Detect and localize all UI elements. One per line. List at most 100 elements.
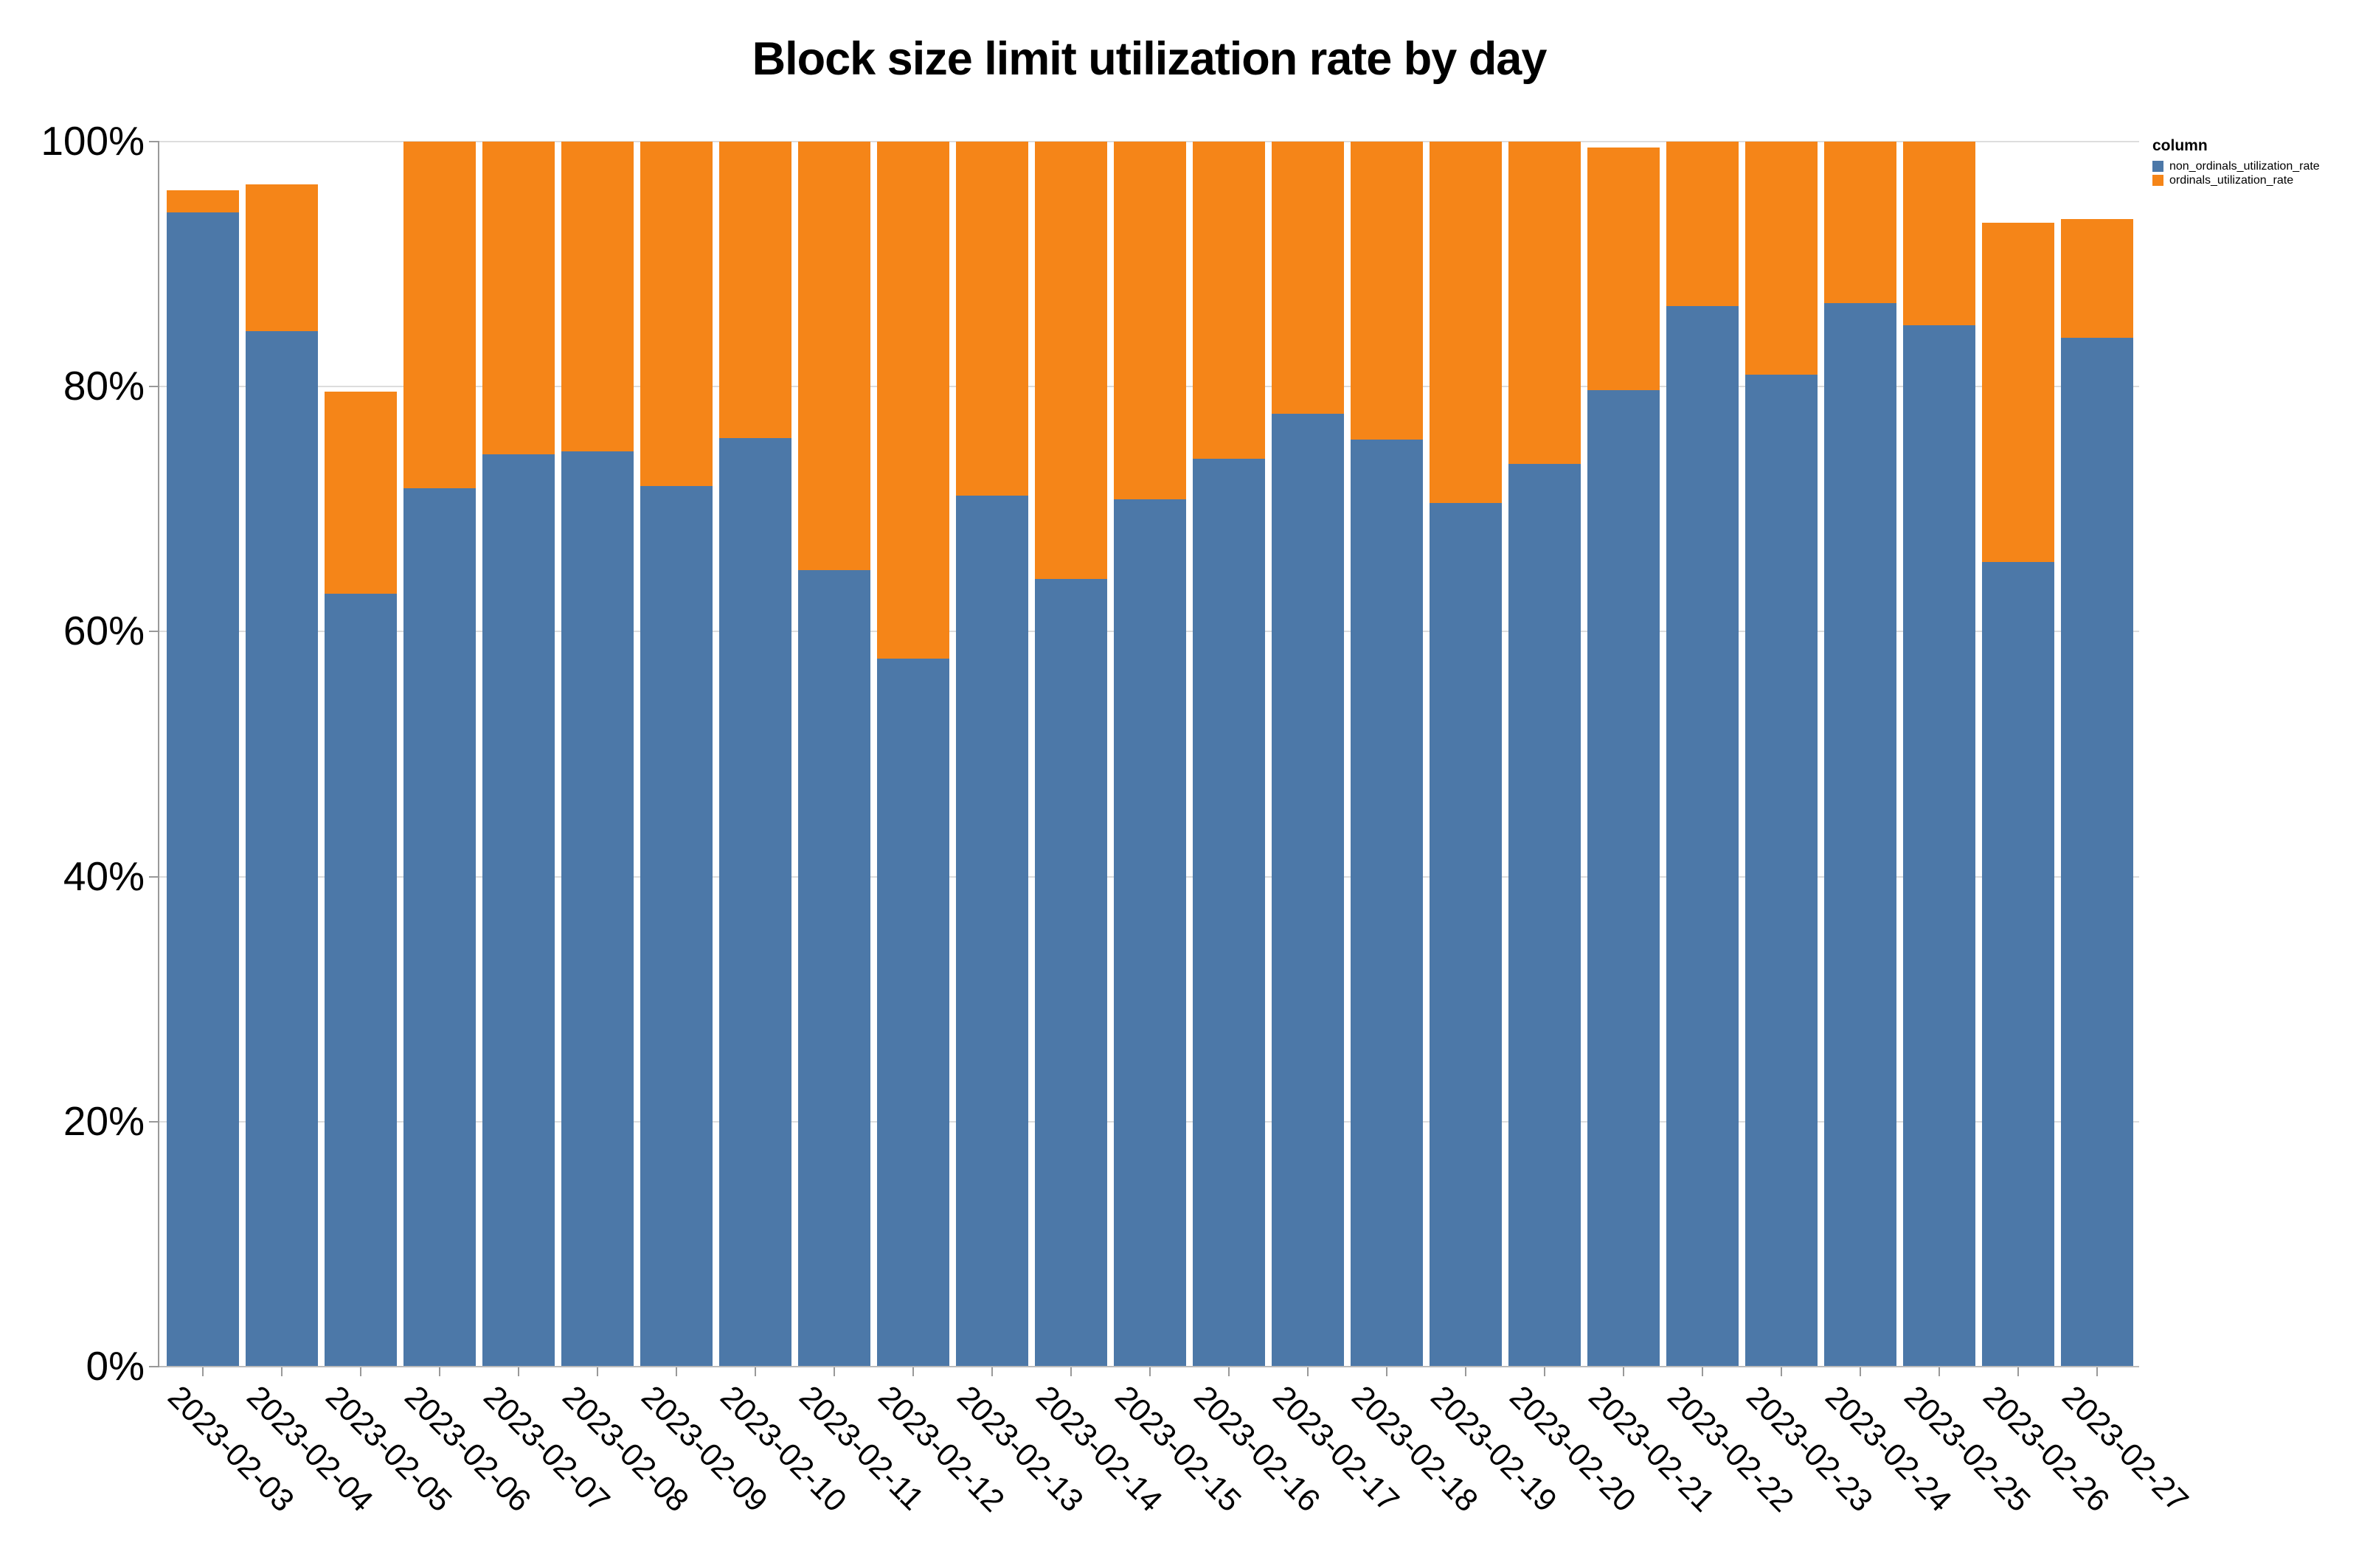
x-axis-tick	[912, 1367, 914, 1376]
x-axis-tick	[1938, 1367, 1940, 1376]
bar-segment-ordinals_utilization_rate	[1114, 142, 1186, 499]
bar-segment-non_ordinals_utilization_rate	[1666, 305, 1739, 1367]
y-axis-tick-label: 100%	[41, 118, 145, 164]
bar-segment-non_ordinals_utilization_rate	[956, 496, 1028, 1367]
legend-entry-label: ordinals_utilization_rate	[2169, 173, 2294, 187]
bar-segment-ordinals_utilization_rate	[403, 142, 476, 489]
bar-segment-non_ordinals_utilization_rate	[1035, 578, 1107, 1367]
x-axis-line	[159, 1366, 2139, 1367]
x-axis-tick	[1860, 1367, 1861, 1376]
y-axis-tick-label: 20%	[63, 1097, 145, 1144]
bar-segment-non_ordinals_utilization_rate	[482, 454, 555, 1367]
bar-segment-non_ordinals_utilization_rate	[1351, 439, 1423, 1367]
x-axis-tick	[755, 1367, 756, 1376]
bar-segment-non_ordinals_utilization_rate	[640, 485, 713, 1367]
x-axis-tick	[1386, 1367, 1387, 1376]
bar-segment-non_ordinals_utilization_rate	[798, 570, 870, 1367]
bar-segment-non_ordinals_utilization_rate	[1193, 459, 1265, 1367]
x-axis-tick	[597, 1367, 598, 1376]
bar-segment-ordinals_utilization_rate	[1745, 142, 1818, 375]
bar-segment-ordinals_utilization_rate	[325, 391, 397, 594]
x-axis-tick	[1623, 1367, 1624, 1376]
y-axis-tick	[149, 875, 159, 878]
legend-entry-label: non_ordinals_utilization_rate	[2169, 159, 2320, 173]
bar-segment-non_ordinals_utilization_rate	[1903, 325, 1975, 1367]
y-axis-tick	[149, 141, 159, 142]
bar-segment-non_ordinals_utilization_rate	[719, 437, 791, 1367]
bar-segment-non_ordinals_utilization_rate	[1508, 463, 1581, 1367]
legend-entry: non_ordinals_utilization_rate	[2152, 159, 2320, 173]
bar-segment-non_ordinals_utilization_rate	[167, 212, 239, 1367]
bar-segment-non_ordinals_utilization_rate	[2061, 337, 2133, 1367]
legend-title: column	[2152, 137, 2208, 154]
legend-entries: non_ordinals_utilization_rate ordinals_ut…	[2152, 159, 2320, 187]
bar-segment-ordinals_utilization_rate	[1035, 142, 1107, 579]
bar-segment-ordinals_utilization_rate	[1272, 142, 1344, 414]
bar-segment-non_ordinals_utilization_rate	[246, 331, 318, 1367]
y-axis-tick-label: 0%	[86, 1343, 145, 1389]
bar-segment-non_ordinals_utilization_rate	[1824, 303, 1896, 1367]
x-axis-tick	[834, 1367, 835, 1376]
bar-segment-ordinals_utilization_rate	[1903, 142, 1975, 326]
bar-segment-ordinals_utilization_rate	[561, 142, 634, 452]
x-axis-tick	[360, 1367, 361, 1376]
bar-segment-ordinals_utilization_rate	[1193, 142, 1265, 459]
bar-segment-ordinals_utilization_rate	[798, 142, 870, 571]
x-axis-tick	[1781, 1367, 1782, 1376]
x-axis-tick	[1228, 1367, 1230, 1376]
x-axis-tick	[518, 1367, 519, 1376]
legend-entry: ordinals_utilization_rate	[2152, 173, 2320, 187]
bar-segment-ordinals_utilization_rate	[1982, 222, 2054, 562]
bar-segment-ordinals_utilization_rate	[1430, 142, 1502, 503]
y-axis-tick	[149, 1120, 159, 1123]
x-axis-tick	[1149, 1367, 1151, 1376]
bar-segment-ordinals_utilization_rate	[1824, 142, 1896, 304]
legend-swatch-icon	[2152, 175, 2163, 186]
bar-segment-non_ordinals_utilization_rate	[877, 658, 949, 1367]
x-axis-tick	[1544, 1367, 1545, 1376]
x-axis-tick	[676, 1367, 677, 1376]
bar-segment-non_ordinals_utilization_rate	[1982, 561, 2054, 1367]
bar-segment-non_ordinals_utilization_rate	[1745, 374, 1818, 1367]
x-axis-tick	[991, 1367, 993, 1376]
y-axis-tick-label: 40%	[63, 853, 145, 899]
bar-segment-ordinals_utilization_rate	[1666, 142, 1739, 306]
y-axis-tick	[149, 631, 159, 633]
bar-segment-ordinals_utilization_rate	[482, 142, 555, 454]
x-axis-tick	[2017, 1367, 2019, 1376]
bar-segment-ordinals_utilization_rate	[719, 142, 791, 438]
y-axis-line	[158, 142, 159, 1367]
bar-segment-ordinals_utilization_rate	[1587, 148, 1660, 391]
x-axis-tick	[1702, 1367, 1703, 1376]
legend: column non_ordinals_utilization_rate ordi…	[2152, 137, 2320, 189]
x-axis-tick	[202, 1367, 204, 1376]
bar-segment-non_ordinals_utilization_rate	[1114, 499, 1186, 1367]
x-axis-tick	[1465, 1367, 1466, 1376]
legend-swatch-icon	[2152, 161, 2163, 172]
bar-segment-ordinals_utilization_rate	[1508, 142, 1581, 464]
x-axis-tick	[281, 1367, 283, 1376]
x-axis-tick	[2096, 1367, 2098, 1376]
bar-segment-ordinals_utilization_rate	[246, 184, 318, 332]
x-axis-tick	[1307, 1367, 1309, 1376]
bar-segment-ordinals_utilization_rate	[1351, 142, 1423, 440]
bar-segment-ordinals_utilization_rate	[956, 142, 1028, 496]
bar-segment-non_ordinals_utilization_rate	[1587, 390, 1660, 1367]
bar-segment-non_ordinals_utilization_rate	[325, 593, 397, 1367]
bar-segment-ordinals_utilization_rate	[2061, 218, 2133, 338]
bar-segment-non_ordinals_utilization_rate	[403, 488, 476, 1367]
y-axis-tick-label: 60%	[63, 608, 145, 654]
x-axis-tick	[1070, 1367, 1072, 1376]
bar-segment-ordinals_utilization_rate	[640, 142, 713, 486]
y-axis-tick	[149, 386, 159, 388]
bar-segment-non_ordinals_utilization_rate	[1272, 413, 1344, 1367]
bar-segment-ordinals_utilization_rate	[167, 190, 239, 213]
bar-segment-ordinals_utilization_rate	[877, 142, 949, 659]
y-axis-tick-label: 80%	[63, 363, 145, 409]
x-axis-tick	[439, 1367, 440, 1376]
y-axis-tick	[149, 1366, 159, 1367]
bar-segment-non_ordinals_utilization_rate	[561, 451, 634, 1367]
bar-segment-non_ordinals_utilization_rate	[1430, 502, 1502, 1367]
chart-title: Block size limit utilization rate by day	[752, 33, 1548, 85]
